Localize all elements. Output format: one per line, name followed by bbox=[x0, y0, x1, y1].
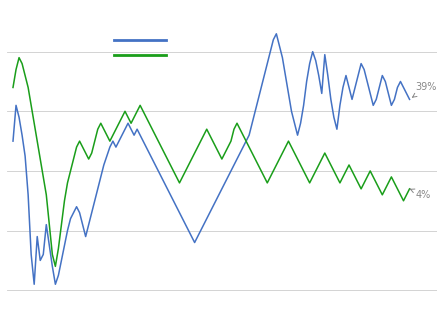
Text: 4%: 4% bbox=[410, 189, 431, 200]
Text: 39%: 39% bbox=[413, 82, 437, 97]
